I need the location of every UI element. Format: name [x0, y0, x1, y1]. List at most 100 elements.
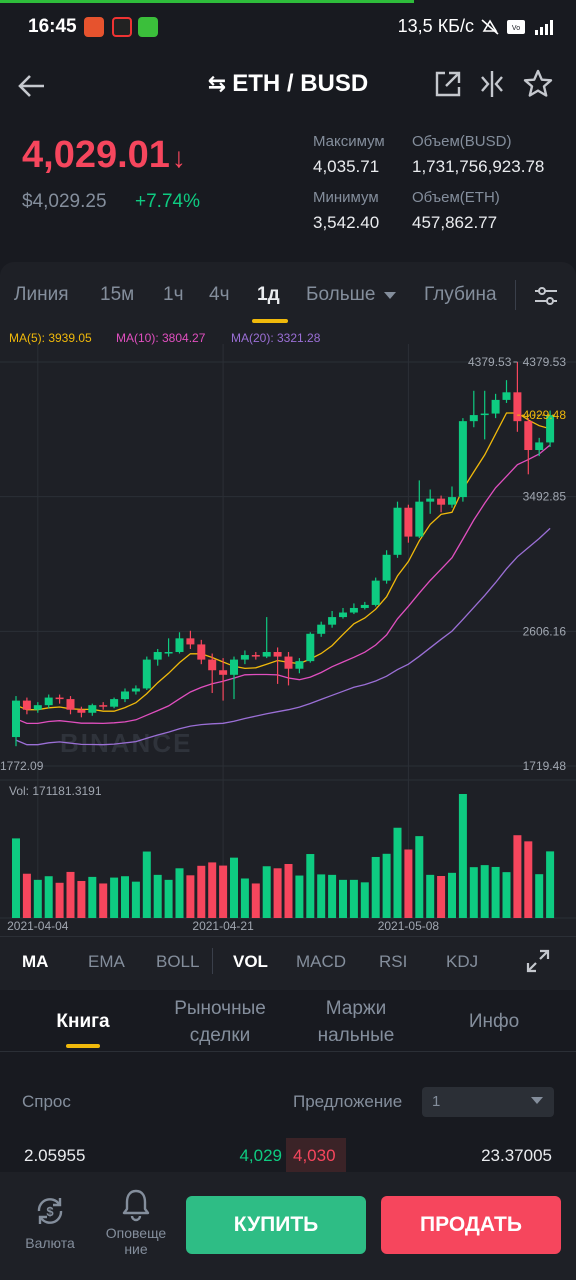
- tab-1d[interactable]: 1д: [257, 284, 280, 305]
- volume-bar: [349, 879, 358, 918]
- volume-label: Vol: 171181.3191: [9, 784, 102, 798]
- tab-market-trades[interactable]: Рыночные сделки: [160, 995, 280, 1049]
- ma10-legend: MA(10): 3804.27: [116, 331, 206, 345]
- volume-bar: [284, 863, 293, 918]
- low-value: 3,542.40: [313, 213, 380, 232]
- volume-bar: [513, 835, 522, 918]
- tab-info[interactable]: Инфо: [468, 1011, 520, 1032]
- low-label: Минимум: [313, 189, 379, 206]
- candlestick-chart[interactable]: BINANCE 4379.533492.852606.161719.484379…: [0, 344, 576, 936]
- ma20-line: [15, 527, 551, 746]
- buy-button[interactable]: КУПИТЬ: [186, 1196, 366, 1254]
- candle-body: [186, 638, 195, 645]
- indicator-vol[interactable]: VOL: [233, 952, 268, 971]
- split-icon[interactable]: [476, 68, 508, 100]
- sell-button[interactable]: ПРОДАТЬ: [381, 1196, 561, 1254]
- tab-margin[interactable]: Маржи нальные: [300, 995, 412, 1049]
- alerts-button[interactable]: Оповеще ние: [98, 1186, 174, 1257]
- candle-body: [437, 498, 446, 505]
- bid-price[interactable]: 4,029: [239, 1146, 282, 1165]
- tab-1h[interactable]: 1ч: [163, 284, 184, 305]
- candle-body: [142, 659, 151, 689]
- low-marker-label: 1772.09: [0, 759, 44, 773]
- active-tab-indicator: [252, 319, 288, 323]
- volume-bar: [328, 874, 337, 918]
- volume-bar: [437, 875, 446, 918]
- candle-body: [426, 498, 435, 502]
- high-label: Максимум: [313, 133, 385, 150]
- ma5-line: [15, 412, 551, 712]
- status-right: 13,5 КБ/с Vo: [398, 16, 558, 37]
- tab-line[interactable]: Линия: [14, 284, 69, 305]
- volume-bar: [197, 865, 206, 918]
- indicator-rsi[interactable]: RSI: [379, 952, 408, 971]
- last-price: 4,029.01↓: [22, 134, 186, 177]
- volume-bar: [393, 827, 402, 918]
- indicator-kdj[interactable]: KDJ: [446, 952, 479, 971]
- candle-body: [77, 709, 86, 713]
- tab-margin-line1: Маржи: [325, 998, 387, 1019]
- fullscreen-icon[interactable]: [525, 948, 551, 974]
- volume-quote-value: 1,731,756,923.78: [412, 157, 545, 176]
- volume-bar: [33, 879, 42, 918]
- volume-bar: [535, 874, 544, 918]
- ma-lines: [15, 412, 551, 746]
- tab-4h[interactable]: 4ч: [209, 284, 230, 305]
- candle-body: [415, 501, 424, 537]
- bell-icon: [122, 1189, 150, 1222]
- volume-quote-label: Объем(BUSD): [412, 133, 512, 150]
- cleaner-app-icon: [138, 17, 158, 37]
- candle-body: [284, 656, 293, 669]
- network-speed: 13,5 КБ/с: [397, 16, 474, 36]
- volume-bar: [295, 875, 304, 918]
- volume-bar: [12, 838, 20, 918]
- candle-body: [110, 699, 119, 707]
- volume-bar: [153, 874, 162, 918]
- tab-depth[interactable]: Глубина: [424, 284, 497, 305]
- candle-body: [88, 705, 97, 713]
- candle-body: [349, 607, 358, 613]
- back-arrow-icon[interactable]: [14, 68, 50, 104]
- candle-body: [131, 688, 140, 692]
- svg-text:Vo: Vo: [512, 25, 520, 32]
- share-icon[interactable]: [432, 68, 464, 100]
- currency-label: Валюта: [25, 1235, 75, 1251]
- tab-market-trades-line1: Рыночные: [174, 998, 266, 1019]
- volume-bar: [491, 866, 500, 918]
- swap-icon: ⇆: [207, 71, 227, 96]
- candle-body: [339, 612, 347, 618]
- indicator-macd[interactable]: MACD: [296, 952, 347, 971]
- volume-bar: [208, 862, 217, 918]
- chart-settings-icon[interactable]: [532, 284, 560, 308]
- ask-price[interactable]: 4,030: [293, 1146, 336, 1165]
- high-marker-label: 4379.53: [468, 355, 512, 369]
- volume-bar: [306, 854, 315, 918]
- price-tick-label: 1719.48: [523, 759, 567, 773]
- indicator-ma[interactable]: MA: [22, 952, 49, 971]
- divider: [515, 280, 516, 310]
- volume-bar: [230, 857, 238, 918]
- depth-precision-select[interactable]: 1: [422, 1087, 554, 1117]
- bid-header: Спрос: [22, 1092, 71, 1111]
- last-price-value: 4,029.01: [22, 134, 170, 176]
- candle-body: [66, 699, 75, 710]
- star-icon[interactable]: [522, 68, 554, 100]
- tab-more[interactable]: Больше: [306, 284, 397, 306]
- ask-quantity: 23.37005: [481, 1146, 552, 1165]
- pair-selector[interactable]: ⇆ ETH / BUSD: [0, 70, 576, 98]
- volume-bar: [131, 881, 140, 918]
- currency-button[interactable]: $ Валюта: [14, 1194, 86, 1251]
- tab-orderbook[interactable]: Книга: [56, 1011, 110, 1032]
- volte-icon: Vo: [507, 19, 525, 34]
- depth-precision-value: 1: [432, 1093, 441, 1110]
- candle-body: [469, 415, 478, 422]
- candle-body: [153, 652, 162, 660]
- svg-text:$: $: [46, 1204, 54, 1219]
- candle-body: [44, 697, 53, 706]
- volume-bar: [448, 872, 456, 918]
- pair-title: ETH / BUSD: [232, 70, 369, 97]
- caret-down-icon: [531, 1097, 543, 1104]
- indicator-ema[interactable]: EMA: [88, 952, 125, 971]
- indicator-boll[interactable]: BOLL: [156, 952, 200, 971]
- tab-15m[interactable]: 15м: [100, 284, 135, 305]
